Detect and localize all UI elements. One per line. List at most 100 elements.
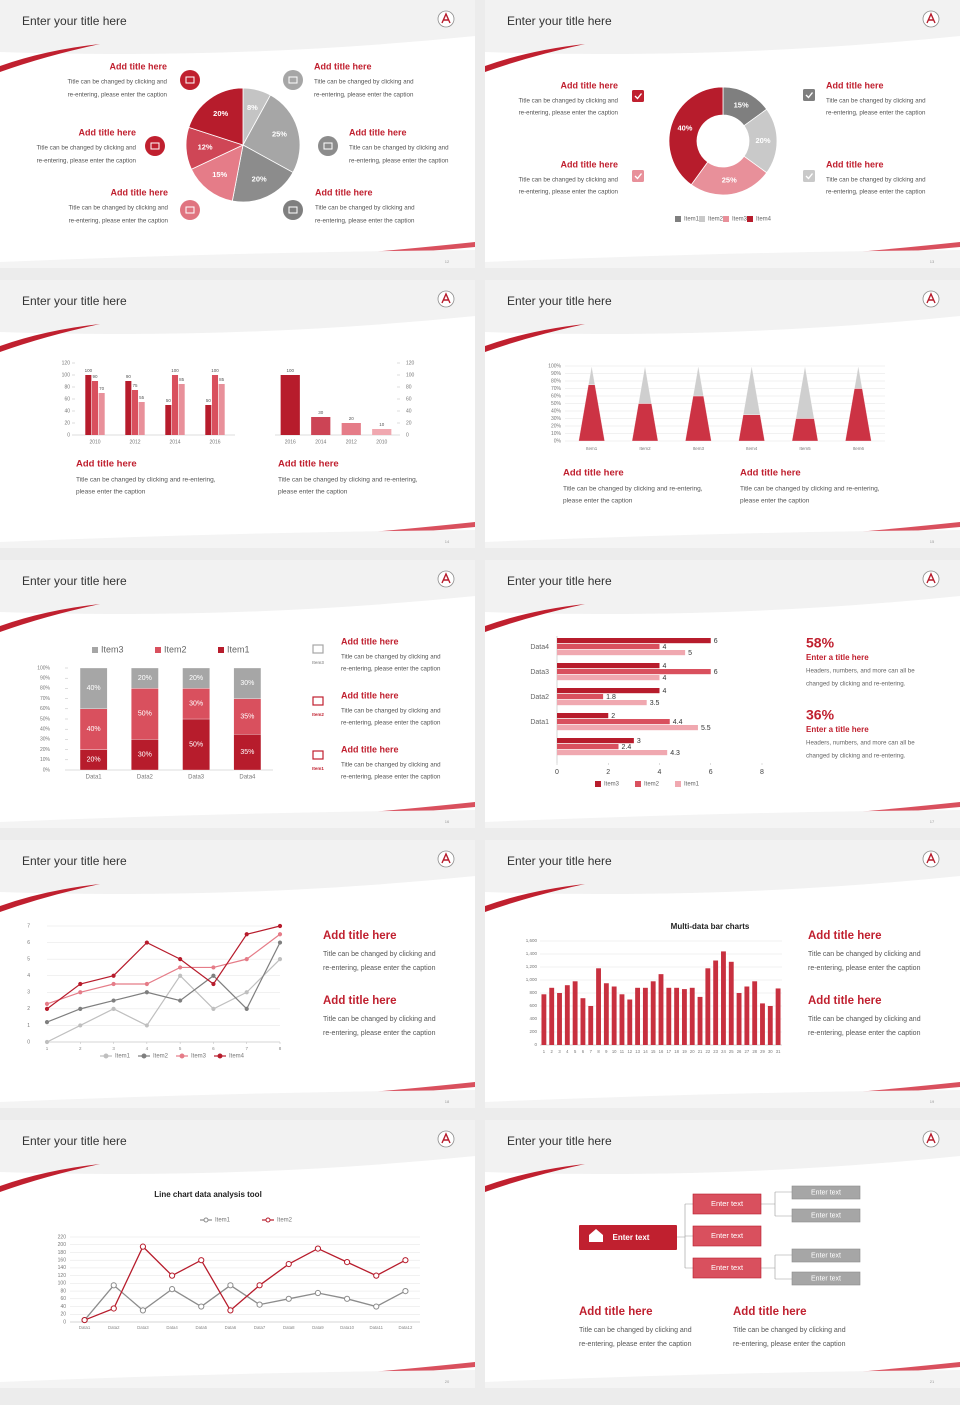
bar xyxy=(713,960,719,1045)
y-tick-label: 30% xyxy=(40,737,51,743)
bar-segment xyxy=(233,698,262,735)
legend-label: Item2 xyxy=(164,644,187,654)
legend-label: Item4 xyxy=(756,217,772,223)
x-tick-label: 2016 xyxy=(285,439,296,445)
point xyxy=(277,940,283,945)
x-tick-label: 30 xyxy=(768,1049,773,1054)
stat-caption: changed by clicking and re-entering. xyxy=(806,753,906,760)
bar xyxy=(736,993,742,1045)
bar xyxy=(557,675,660,681)
block-caption: re-entering, please enter the caption xyxy=(341,774,441,781)
bar-label: 90 xyxy=(126,374,132,379)
block-caption: Title can be changed by clicking and xyxy=(323,1016,436,1023)
bar xyxy=(752,981,758,1045)
y-tick-label: 80 xyxy=(60,1288,66,1294)
bar xyxy=(658,974,664,1045)
point xyxy=(285,1295,292,1302)
slice-label: 15% xyxy=(734,100,749,109)
y-tick-label: 160 xyxy=(58,1258,67,1264)
slide: Enter your title here 13 15% 20% 25% 40% Item1… xyxy=(485,0,960,268)
legend-swatch xyxy=(92,647,98,653)
slice-label: 20% xyxy=(252,174,267,183)
logo-mark xyxy=(441,1132,451,1144)
x-tick-label: Data1 xyxy=(86,775,103,781)
bar xyxy=(642,987,648,1045)
bar xyxy=(619,994,625,1045)
y-tick-label: 0% xyxy=(554,438,562,444)
stat-heading: Enter a title here xyxy=(806,725,869,734)
x-tick-label: 29 xyxy=(760,1049,765,1054)
y-tick-label: 1,400 xyxy=(526,951,538,956)
y-tick-label: 7 xyxy=(27,923,30,929)
point xyxy=(277,923,283,929)
y-tick-label: Data1 xyxy=(530,719,549,726)
bar-label: 50 xyxy=(206,398,212,403)
legend-swatch xyxy=(218,647,224,653)
point xyxy=(314,1289,322,1297)
bar xyxy=(205,405,212,435)
point xyxy=(178,965,183,970)
check xyxy=(805,173,814,180)
x-tick-label: 14 xyxy=(643,1049,648,1054)
slice-label: 20% xyxy=(755,136,770,145)
x-tick-label: 23 xyxy=(713,1049,718,1054)
bar xyxy=(564,985,570,1045)
legend-label: Item1 xyxy=(115,1054,131,1060)
block-caption: Title can be changed by clicking and xyxy=(518,177,618,184)
x-tick-label: 6 xyxy=(582,1049,585,1054)
bar xyxy=(635,987,641,1045)
slide: Enter your title here 18 0 1 2 3 4 5 6 7 1 2 3 4 5 6 7 8 I… xyxy=(0,840,475,1108)
x-tick-label: 18 xyxy=(674,1049,679,1054)
bar xyxy=(280,375,300,435)
logo-mark xyxy=(926,852,936,864)
point xyxy=(111,998,116,1003)
y-tick-label: 200 xyxy=(529,1029,537,1034)
block-heading: Add title here xyxy=(349,127,407,137)
branch-label: Enter text xyxy=(711,1199,744,1208)
bar xyxy=(666,987,672,1045)
x-tick-label: 6 xyxy=(709,769,713,776)
legend-label: Item1 xyxy=(227,644,250,654)
block-heading: Add title here xyxy=(278,459,339,470)
y-tick-label: Data4 xyxy=(530,644,549,651)
block-caption: re-entering, please enter the caption xyxy=(323,965,436,972)
bar-label: 2.4 xyxy=(622,744,632,751)
block-heading: Add title here xyxy=(323,995,396,1007)
bar-label: 90 xyxy=(92,374,98,379)
x-tick-label: Item4 xyxy=(746,446,758,451)
x-tick-label: 2 xyxy=(79,1046,82,1051)
y-tick-label: 40% xyxy=(40,727,51,733)
bar xyxy=(721,951,726,1045)
bar xyxy=(85,375,92,435)
block-heading: Add title here xyxy=(341,744,399,754)
legend-label: Item1 xyxy=(215,1218,231,1224)
point xyxy=(44,1006,50,1011)
bar xyxy=(557,694,604,700)
bar xyxy=(557,650,686,656)
slide-title: Enter your title here xyxy=(507,854,612,868)
stat-caption: changed by clicking and re-entering. xyxy=(806,681,906,688)
x-tick-label: 24 xyxy=(721,1049,726,1054)
legend-swatch xyxy=(675,781,681,787)
block-caption: please enter the caption xyxy=(278,489,348,496)
point xyxy=(110,1305,117,1312)
x-tick-label: 26 xyxy=(737,1049,742,1054)
point xyxy=(44,1039,50,1045)
bottom-band xyxy=(0,810,475,828)
block-heading: Add title here xyxy=(826,159,884,169)
y-tick-label: 60 xyxy=(64,396,70,402)
pie-slice xyxy=(668,86,724,186)
x-tick-label: 19 xyxy=(682,1049,687,1054)
y-tick-label: 0% xyxy=(43,767,51,773)
icon xyxy=(283,200,303,220)
segment-label: 35% xyxy=(240,749,254,756)
point xyxy=(211,1006,216,1011)
leaf-node xyxy=(791,1271,861,1286)
bar-label: 100 xyxy=(171,368,179,373)
leaf-node xyxy=(791,1208,861,1223)
y-tick-label: 1,600 xyxy=(526,938,538,943)
cone-segment xyxy=(588,365,596,385)
segment-label: 30% xyxy=(138,752,152,759)
bottom-band xyxy=(485,1090,960,1108)
bar-label: 20 xyxy=(349,416,355,421)
